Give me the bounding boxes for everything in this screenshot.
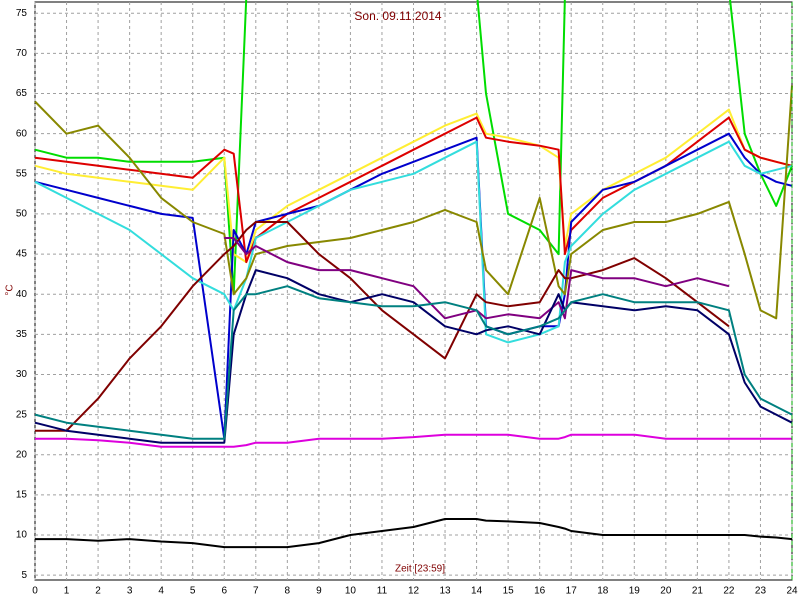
series-line (35, 518, 793, 549)
y-tick-label: 40 (16, 289, 28, 300)
y-tick-label: 5 (21, 570, 27, 581)
x-tick-label: 10 (345, 586, 357, 597)
x-tick-label: 6 (221, 586, 227, 597)
x-tick-label: 13 (439, 586, 451, 597)
x-tick-label: 0 (32, 586, 38, 597)
x-tick-label: 2 (95, 586, 101, 597)
y-tick-label: 65 (16, 88, 28, 99)
y-tick-label: 55 (16, 168, 28, 179)
series-line (34, 85, 793, 320)
y-tick-label: 60 (16, 128, 28, 139)
series-line (34, 116, 793, 264)
x-tick-label: 8 (285, 586, 291, 597)
y-tick-label: 50 (16, 209, 28, 220)
x-tick-label: 24 (786, 586, 798, 597)
series-line (35, 433, 792, 448)
x-tick-label: 9 (316, 586, 322, 597)
x-tick-label: 1 (64, 586, 70, 597)
series-line (224, 237, 730, 320)
x-tick-label: 4 (158, 586, 164, 597)
x-tick-label: 17 (566, 586, 578, 597)
y-tick-label: 10 (16, 530, 28, 541)
x-tick-label: 14 (471, 586, 483, 597)
series-line (34, 0, 793, 296)
y-axis-label: °C (5, 284, 16, 295)
x-tick-label: 3 (127, 586, 133, 597)
x-tick-label: 20 (660, 586, 672, 597)
x-tick-label: 19 (629, 586, 641, 597)
x-tick-label: 11 (377, 586, 388, 597)
x-tick-label: 5 (190, 586, 196, 597)
x-tick-label: 16 (534, 586, 546, 597)
x-tick-label: 23 (755, 586, 767, 597)
lines (34, 0, 793, 549)
series-line (34, 285, 793, 440)
y-tick-label: 20 (16, 449, 28, 460)
y-tick-label: 25 (16, 409, 28, 420)
series-line (34, 132, 793, 440)
x-tick-label: 7 (253, 586, 259, 597)
x-tick-label: 22 (723, 586, 735, 597)
x-tick-label: 12 (408, 586, 420, 597)
series-line (34, 108, 793, 264)
x-tick-label: 15 (503, 586, 515, 597)
y-tick-label: 70 (16, 48, 28, 59)
series-line (34, 269, 793, 444)
x-axis-label: Zeit [23:59] (395, 564, 445, 575)
y-tick-label: 30 (16, 369, 28, 380)
x-tick-label: 18 (597, 586, 609, 597)
y-tick-label: 35 (16, 329, 28, 340)
y-tick-label: 15 (16, 490, 28, 501)
x-tick-label: 21 (692, 586, 704, 597)
y-tick-label: 45 (16, 249, 28, 260)
y-tick-label: 75 (16, 8, 28, 19)
chart-title: Son. 09.11.2014 (354, 9, 442, 23)
